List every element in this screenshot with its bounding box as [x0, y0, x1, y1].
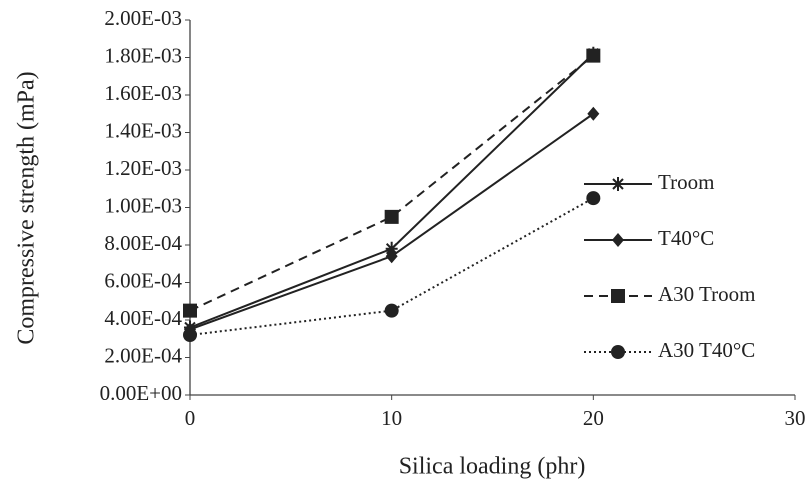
data-point — [385, 241, 398, 256]
legend-label: Troom — [658, 170, 714, 194]
data-point — [183, 328, 197, 342]
y-tick-label: 2.00E-04 — [104, 343, 182, 367]
data-point — [385, 249, 398, 264]
y-tick-label: 4.00E-04 — [104, 306, 182, 330]
data-point — [183, 303, 197, 318]
legend-label: A30 Troom — [658, 282, 755, 306]
legend-label: A30 T40°C — [658, 338, 755, 362]
series-line — [189, 54, 594, 312]
data-point — [586, 48, 601, 63]
x-tick-label: 30 — [785, 406, 806, 430]
series-line — [189, 53, 595, 329]
legend-marker — [612, 177, 624, 191]
y-tick-label: 1.80E-03 — [104, 43, 182, 67]
legend-marker — [611, 345, 625, 359]
y-tick-label: 2.00E-03 — [104, 6, 182, 30]
legend-label: T40°C — [658, 226, 714, 250]
legend-marker — [612, 233, 624, 247]
y-tick-label: 6.00E-04 — [104, 268, 182, 292]
y-tick-label: 1.00E-03 — [104, 193, 182, 217]
x-tick-label: 10 — [381, 406, 402, 430]
x-axis-title: Silica loading (phr) — [399, 454, 586, 480]
y-tick-label: 1.40E-03 — [104, 118, 182, 142]
data-point — [587, 106, 600, 121]
data-point — [384, 303, 399, 318]
y-tick-label: 0.00E+00 — [100, 381, 182, 405]
y-tick-label: 1.60E-03 — [104, 81, 182, 105]
y-tick-label: 8.00E-04 — [104, 231, 182, 255]
y-tick-label: 1.20E-03 — [104, 156, 182, 180]
x-tick-label: 20 — [583, 406, 604, 430]
data-point — [384, 209, 399, 224]
x-tick-label: 0 — [185, 406, 196, 430]
legend-marker — [611, 289, 625, 303]
data-point — [586, 191, 601, 206]
y-axis-title: Compressive strength (mPa) — [14, 71, 40, 344]
